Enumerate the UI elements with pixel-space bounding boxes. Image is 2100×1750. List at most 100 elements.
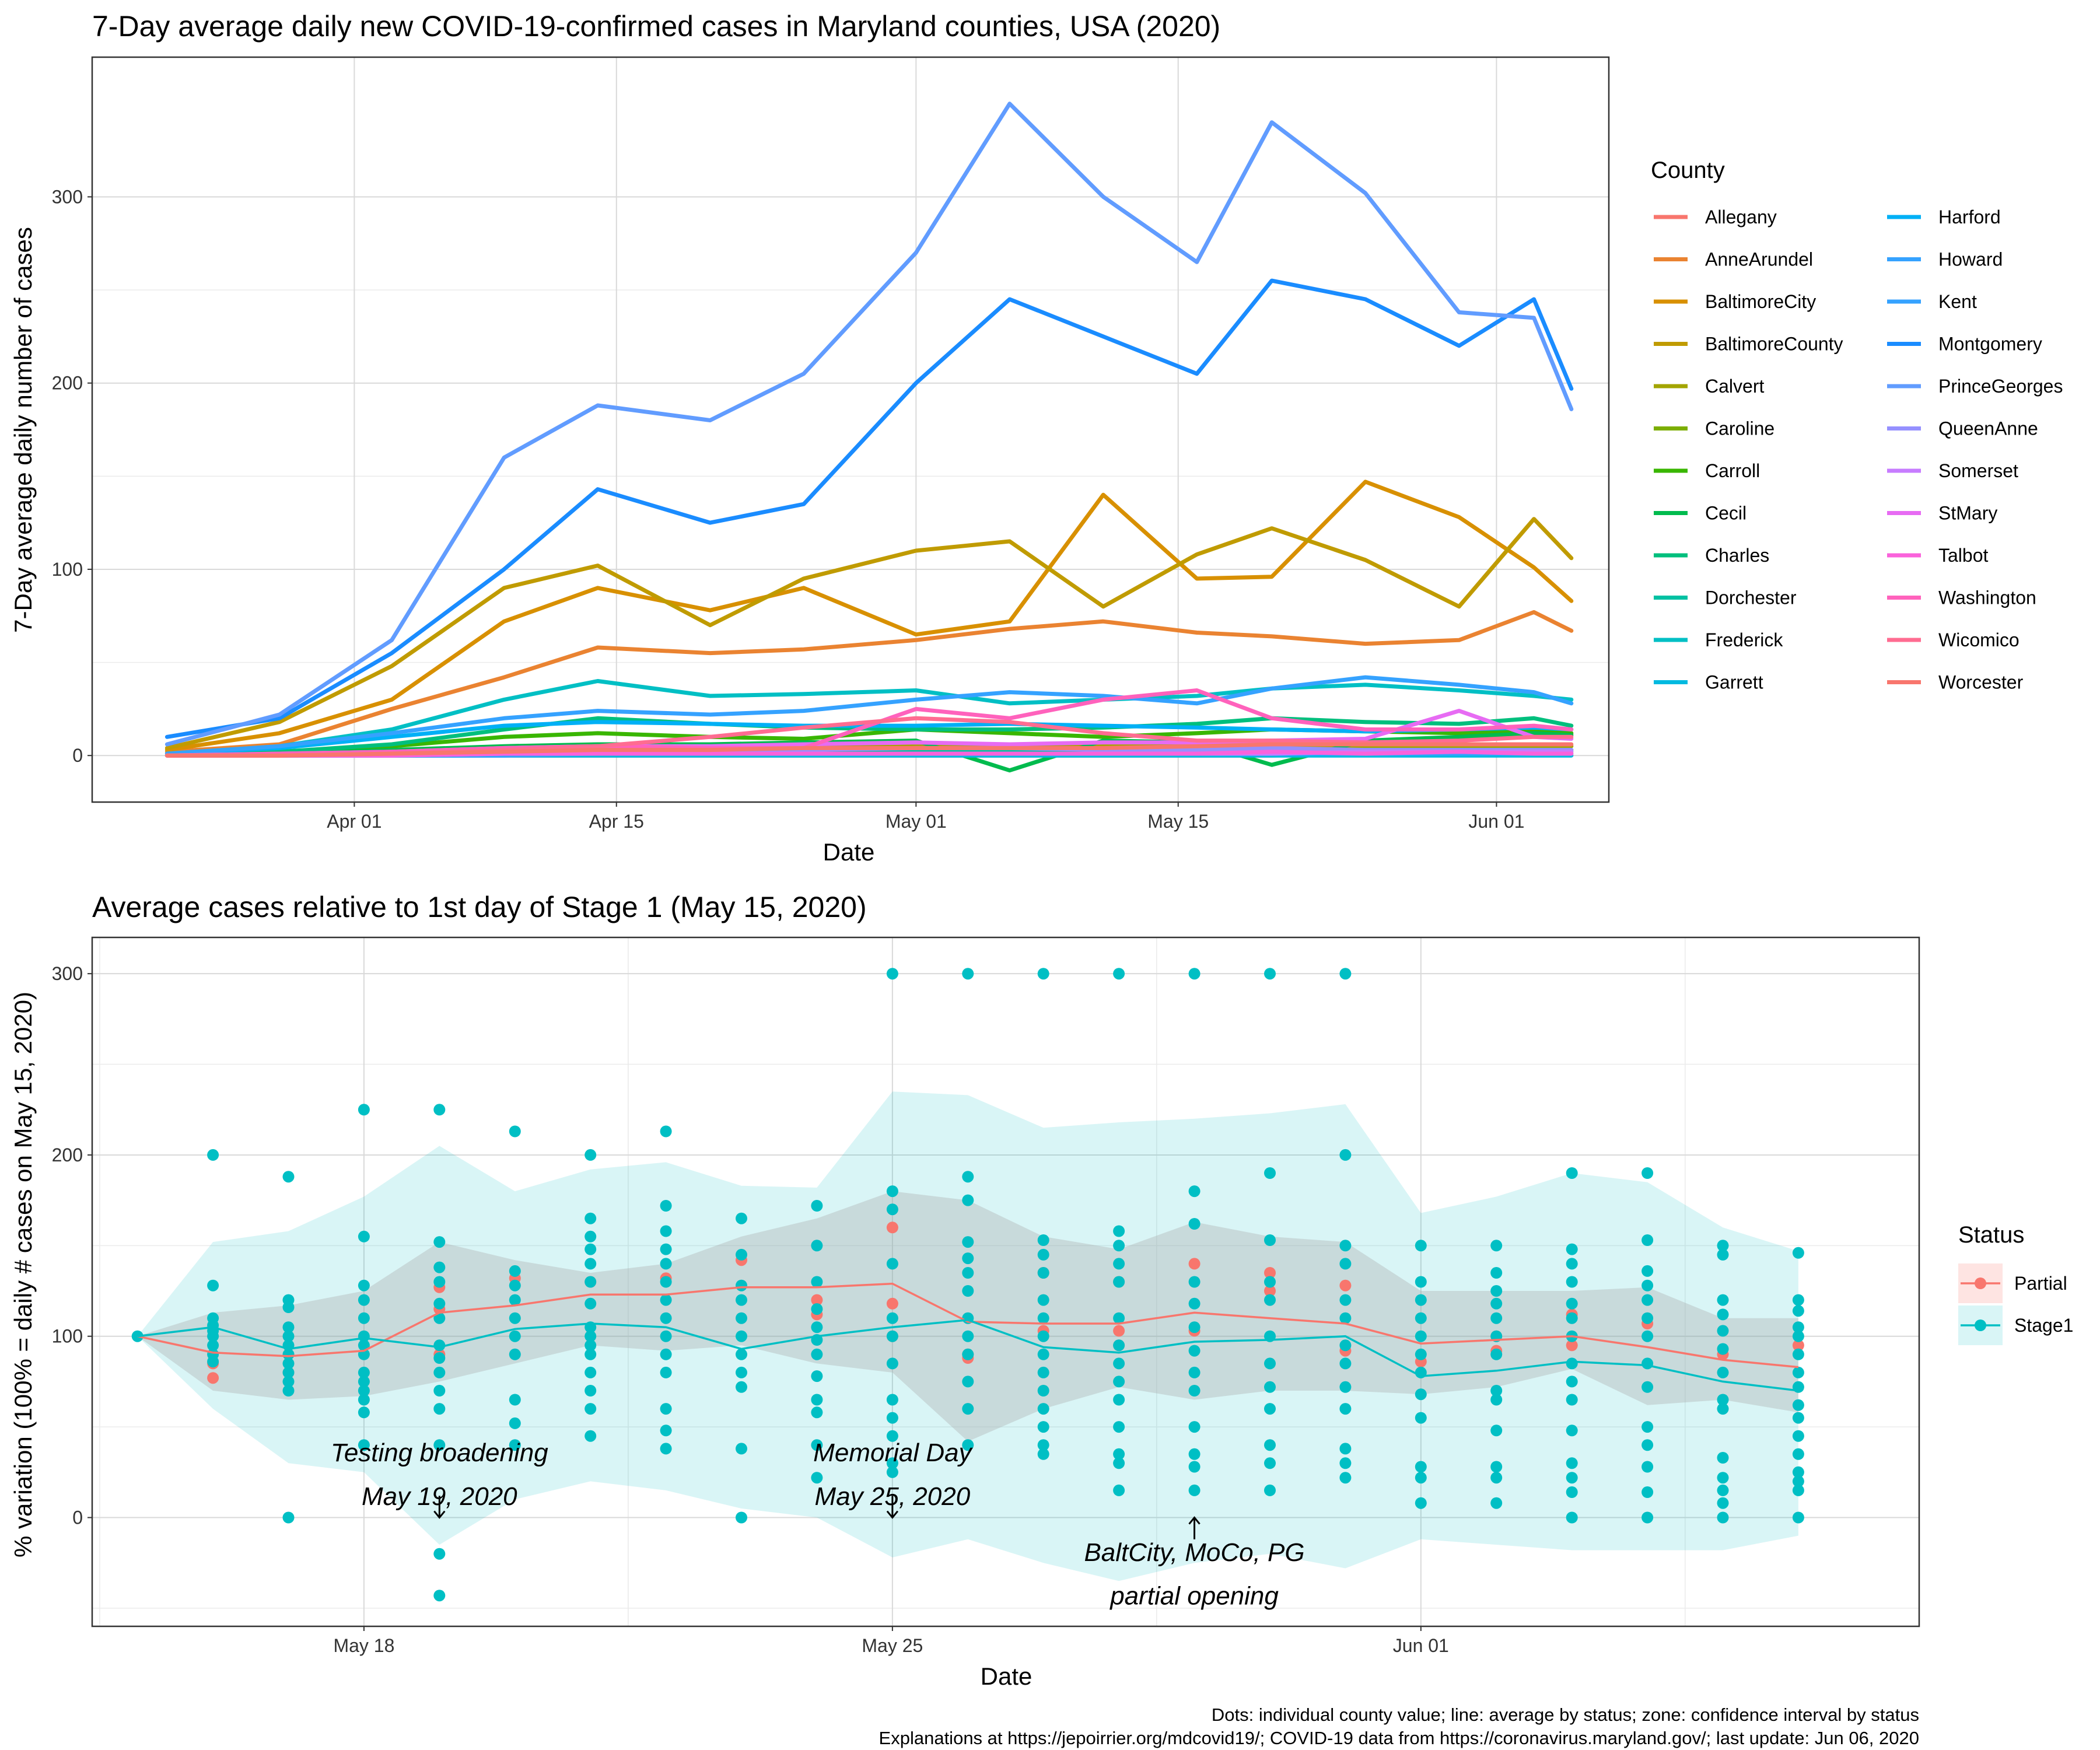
county-point-Stage1 bbox=[584, 1230, 597, 1242]
county-point-Stage1 bbox=[1490, 1472, 1503, 1484]
county-point-Stage1 bbox=[660, 1312, 672, 1324]
county-point-Stage1 bbox=[1566, 1243, 1578, 1255]
county-point-Stage1 bbox=[1642, 1357, 1654, 1370]
county-point-Stage1 bbox=[811, 1321, 823, 1334]
county-point-Stage1 bbox=[282, 1376, 295, 1388]
county-point-Stage1 bbox=[962, 1285, 974, 1297]
county-point-Stage1 bbox=[1339, 1240, 1352, 1252]
series-line-Howard bbox=[164, 675, 1574, 756]
annotation-line1: Memorial Day bbox=[813, 1438, 973, 1467]
county-point-Stage1 bbox=[1037, 1403, 1049, 1415]
county-point-Stage1 bbox=[1037, 968, 1049, 980]
county-point-Stage1 bbox=[1188, 1321, 1200, 1334]
bottom-chart-xlabel: Date bbox=[981, 1662, 1032, 1690]
county-point-Stage1 bbox=[1490, 1394, 1503, 1406]
county-point-Stage1 bbox=[1037, 1234, 1049, 1246]
county-point-Stage1 bbox=[660, 1348, 672, 1360]
county-point-Stage1 bbox=[509, 1394, 521, 1406]
county-point-Stage1 bbox=[660, 1330, 672, 1342]
county-point-Stage1 bbox=[1339, 1149, 1352, 1161]
county-point-Stage1 bbox=[660, 1276, 672, 1288]
county-point-Stage1 bbox=[1642, 1279, 1654, 1292]
county-point-Stage1 bbox=[736, 1279, 747, 1292]
legend-label-Worcester: Worcester bbox=[1938, 672, 2024, 693]
county-point-Stage1 bbox=[1037, 1439, 1049, 1451]
county-point-Partial bbox=[811, 1294, 823, 1306]
county-point-Stage1 bbox=[433, 1385, 446, 1396]
county-point-Stage1 bbox=[1188, 1297, 1200, 1310]
county-point-Stage1 bbox=[358, 1366, 370, 1378]
county-point-Stage1 bbox=[1490, 1385, 1503, 1396]
county-point-Stage1 bbox=[1490, 1297, 1503, 1310]
county-point-Stage1 bbox=[1415, 1497, 1427, 1509]
county-point-Stage1 bbox=[584, 1276, 597, 1288]
county-point-Stage1 bbox=[1642, 1511, 1654, 1524]
county-point-Stage1 bbox=[282, 1357, 295, 1370]
county-point-Stage1 bbox=[1264, 1357, 1276, 1370]
county-point-Stage1 bbox=[1264, 1381, 1276, 1393]
county-point-Stage1 bbox=[1490, 1285, 1503, 1297]
county-point-Stage1 bbox=[1339, 1294, 1352, 1306]
annotation-line1: BaltCity, MoCo, PG bbox=[1084, 1538, 1304, 1567]
county-point-Stage1 bbox=[1415, 1461, 1427, 1473]
bottom-chart-legend: Partial Stage1 bbox=[1958, 1264, 2073, 1345]
bottom-x-tick-label: May 18 bbox=[333, 1635, 394, 1656]
legend-label-AnneArundel: AnneArundel bbox=[1705, 249, 1813, 270]
county-point-Stage1 bbox=[584, 1339, 597, 1352]
legend-label-BaltimoreCounty: BaltimoreCounty bbox=[1705, 334, 1843, 355]
annotation-line3: May 29, 2020 bbox=[1116, 1622, 1272, 1650]
county-point-Stage1 bbox=[207, 1279, 219, 1292]
county-point-Stage1 bbox=[1792, 1511, 1804, 1524]
county-point-Stage1 bbox=[1113, 1240, 1125, 1252]
county-point-Stage1 bbox=[1717, 1248, 1729, 1261]
county-point-Stage1 bbox=[886, 1185, 898, 1198]
county-point-Stage1 bbox=[584, 1297, 597, 1310]
county-point-Stage1 bbox=[886, 1330, 898, 1342]
series-line-AnneArundel bbox=[164, 610, 1574, 754]
county-point-Stage1 bbox=[1792, 1305, 1804, 1317]
county-point-Partial bbox=[1264, 1285, 1276, 1297]
legend-label-StMary: StMary bbox=[1938, 503, 1997, 524]
legend-label-Talbot: Talbot bbox=[1938, 545, 1989, 566]
county-point-Stage1 bbox=[811, 1439, 823, 1451]
county-point-Stage1 bbox=[1566, 1276, 1578, 1288]
county-point-Stage1 bbox=[660, 1443, 672, 1455]
county-point-Stage1 bbox=[660, 1225, 672, 1237]
county-point-Stage1 bbox=[1415, 1240, 1427, 1252]
county-point-Stage1 bbox=[1264, 1457, 1276, 1469]
county-point-Stage1 bbox=[886, 1203, 898, 1216]
legend-label-Carroll: Carroll bbox=[1705, 460, 1760, 481]
county-point-Stage1 bbox=[584, 1403, 597, 1415]
county-point-Stage1 bbox=[358, 1385, 370, 1396]
county-point-Stage1 bbox=[1188, 1366, 1200, 1378]
county-point-Stage1 bbox=[1792, 1330, 1804, 1342]
county-point-Stage1 bbox=[509, 1312, 521, 1324]
county-point-Stage1 bbox=[811, 1348, 823, 1360]
county-point-Stage1 bbox=[1642, 1381, 1654, 1393]
county-point-Stage1 bbox=[584, 1366, 597, 1378]
county-point-Stage1 bbox=[282, 1301, 295, 1313]
county-point-Stage1 bbox=[207, 1339, 219, 1352]
annotation-line1: Testing broadening bbox=[331, 1438, 548, 1467]
county-point-Stage1 bbox=[433, 1366, 446, 1378]
county-point-Stage1 bbox=[1415, 1412, 1427, 1424]
legend-label-Frederick: Frederick bbox=[1705, 629, 1783, 650]
county-point-Stage1 bbox=[1037, 1421, 1049, 1433]
county-point-Stage1 bbox=[1566, 1457, 1578, 1469]
county-point-Stage1 bbox=[1339, 1457, 1352, 1469]
county-point-Stage1 bbox=[1339, 1312, 1352, 1324]
bottom-y-tick-label: 100 bbox=[52, 1326, 83, 1347]
legend-label-Cecil: Cecil bbox=[1705, 503, 1746, 524]
county-point-Stage1 bbox=[1188, 1385, 1200, 1396]
county-point-Stage1 bbox=[1642, 1439, 1654, 1451]
county-point-Stage1 bbox=[962, 968, 974, 980]
county-point-Stage1 bbox=[509, 1125, 521, 1138]
top-plot-border bbox=[91, 56, 1610, 803]
county-point-Stage1 bbox=[811, 1303, 823, 1315]
county-point-Stage1 bbox=[433, 1339, 446, 1352]
county-point-Stage1 bbox=[584, 1430, 597, 1442]
county-point-Stage1 bbox=[1566, 1167, 1578, 1179]
county-point-Stage1 bbox=[1792, 1466, 1804, 1478]
annotation-2: BaltCity, MoCo, PG partial opening May 29,… bbox=[1084, 1516, 1305, 1650]
county-point-Stage1 bbox=[1037, 1330, 1049, 1342]
